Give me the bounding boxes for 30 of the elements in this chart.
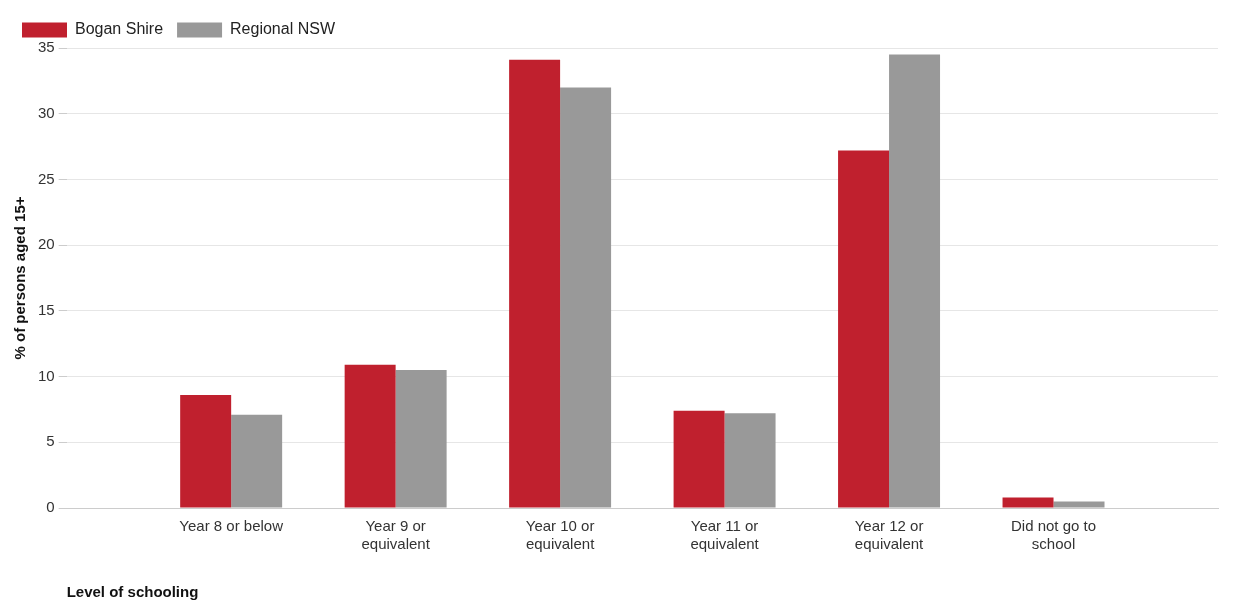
y-tick-label: 30 [38, 103, 55, 121]
bar [838, 150, 890, 508]
x-tick-label: Year 9 or equivalent [361, 517, 431, 553]
x-tick-label: Year 12 or equivalent [854, 517, 925, 553]
x-tick-label: Year 11 or equivalent [690, 517, 760, 553]
bar [889, 54, 941, 508]
y-tick-label: 0 [46, 498, 55, 516]
y-tick-label: 25 [38, 169, 55, 187]
bar [1053, 501, 1105, 508]
legend-label: Bogan Shire [75, 20, 164, 38]
bar [724, 413, 776, 508]
y-tick-label: 35 [38, 38, 55, 56]
legend-label: Regional NSW [230, 20, 336, 38]
bar [1002, 497, 1054, 508]
y-axis-title: % of persons aged 15+ [11, 196, 29, 360]
bar [344, 364, 396, 508]
bar [560, 87, 612, 508]
x-tick-label: Year 8 or below [179, 517, 284, 535]
x-axis-title: Level of schooling [66, 583, 199, 601]
x-tick-label: Did not go to school [1011, 517, 1097, 553]
bar [395, 370, 447, 508]
bar [673, 410, 725, 508]
bar [509, 59, 561, 508]
y-tick-label: 5 [46, 432, 55, 450]
y-tick-label: 15 [38, 301, 55, 318]
bar [231, 414, 283, 508]
y-tick-label: 10 [38, 366, 55, 384]
y-tick-label: 20 [38, 235, 55, 253]
bar [180, 394, 232, 508]
x-tick-label: Year 10 or equivalent [525, 517, 596, 553]
